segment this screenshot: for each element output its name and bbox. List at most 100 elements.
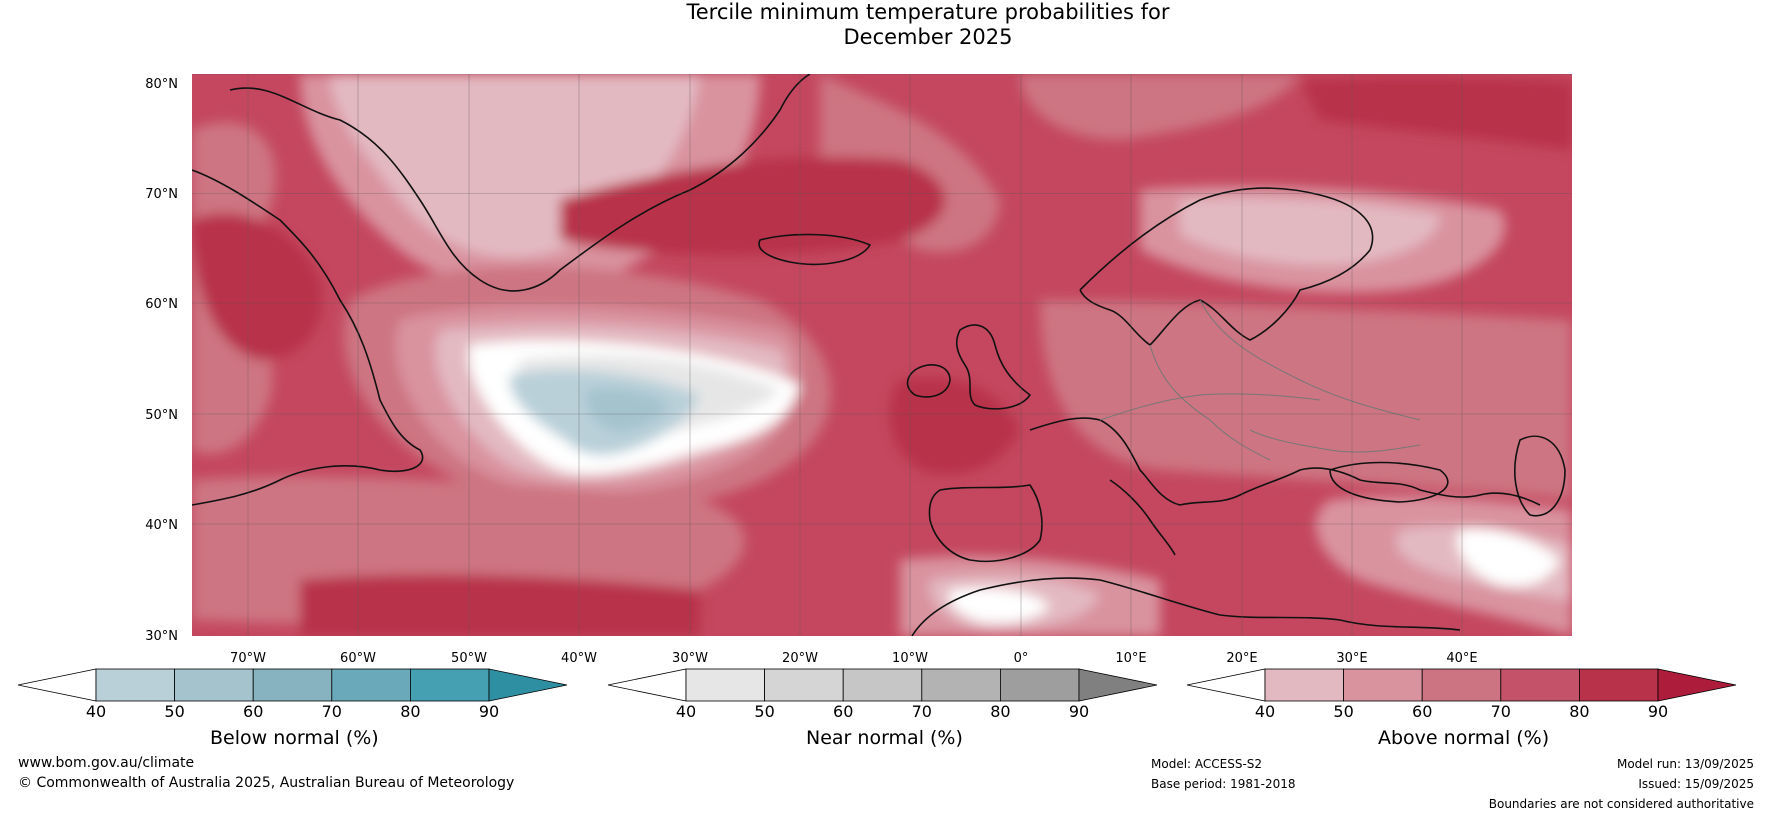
lon-label: 40°E: [1446, 651, 1477, 666]
base-period: Base period: 1981-2018: [1151, 777, 1296, 791]
colorbar-tick-label: 50: [754, 702, 774, 721]
lat-label: 30°N: [145, 629, 178, 644]
coastline-africa: [911, 577, 1461, 636]
border: [1199, 299, 1421, 421]
colorbar-tick-label: 60: [833, 702, 853, 721]
field-zone: [192, 213, 322, 360]
longitude-labels: 70°W 60°W 50°W 40°W 30°W 20°W 10°W 0° 10…: [230, 651, 1478, 666]
website-link[interactable]: www.bom.gov.au/climate: [18, 755, 195, 771]
model-run-date: Model run: 13/09/2025: [1616, 757, 1754, 771]
colorbar-tick-label: 80: [1569, 702, 1589, 721]
colorbar-tick-label: 90: [1648, 702, 1668, 721]
model-name: Model: ACCESS-S2: [1151, 757, 1263, 771]
graticule: [192, 74, 1572, 636]
colorbar-segment: [1343, 668, 1423, 702]
map-title: Tercile minimum temperature probabilitie…: [0, 0, 1770, 50]
coastline-caspian: [1514, 435, 1566, 517]
coastline-iberia: [928, 484, 1043, 563]
colorbar-tick-label: 80: [400, 702, 420, 721]
colorbar: 40 50 60 70 80 90: [607, 668, 1158, 721]
colorbar-tick-label: 40: [86, 702, 106, 721]
title-line-2: December 2025: [843, 25, 1013, 49]
lon-label: 30°E: [1336, 651, 1367, 666]
field-zone: [300, 574, 700, 636]
lon-label: 20°E: [1226, 651, 1257, 666]
colorbar-segment: [409, 668, 490, 702]
colorbars: 40 50 60 70 80 90 40 50 60 70 80 90 40 50 60 70 80 90: [17, 668, 1737, 721]
coastline-britain: [955, 324, 1031, 410]
coastlines: [192, 74, 1566, 636]
lat-label: 40°N: [145, 518, 178, 533]
colorbar-segment: [331, 668, 411, 702]
coastline-scandinavia: [1079, 187, 1374, 346]
issued-date: Issued: 15/09/2025: [1638, 777, 1754, 791]
colorbar-segment: [174, 668, 254, 702]
lat-label: 60°N: [145, 297, 178, 312]
boundary-disclaimer: Boundaries are not considered authoritat…: [1488, 797, 1754, 811]
field-zone: [889, 377, 1020, 474]
lon-label: 10°W: [892, 651, 928, 666]
colorbar-segment: [1579, 668, 1659, 702]
colorbar-segment: [1264, 668, 1344, 702]
field-zone: [1040, 300, 1572, 500]
lat-label: 50°N: [145, 408, 178, 423]
lon-label: 70°W: [230, 651, 266, 666]
colorbar-segment: [1000, 668, 1080, 702]
colorbar-extend-low: [607, 668, 687, 702]
field-zone: [1457, 528, 1560, 587]
colorbar: 40 50 60 70 80 90: [17, 668, 568, 721]
colorbar-extend-high: [1657, 668, 1737, 702]
colorbar-tick-label: 50: [164, 702, 184, 721]
colorbar-extend-low: [1186, 668, 1266, 702]
colorbar-tick-label: 70: [322, 702, 342, 721]
lat-label: 70°N: [145, 187, 178, 202]
colorbar-tick-label: 70: [1491, 702, 1511, 721]
colorbar-tick-label: 40: [1255, 702, 1275, 721]
colorbar-segment: [685, 668, 765, 702]
title-line-1: Tercile minimum temperature probabilitie…: [686, 0, 1170, 24]
country-borders: [1099, 299, 1421, 461]
colorbar-tick-label: 40: [676, 702, 696, 721]
field-zone: [949, 588, 1050, 623]
lon-label: 10°E: [1115, 651, 1146, 666]
coastline-ireland: [906, 364, 951, 398]
border: [1149, 344, 1271, 461]
colorbar-label-near: Near normal (%): [806, 727, 963, 749]
field-zone: [1180, 198, 1440, 266]
lon-label: 20°W: [782, 651, 818, 666]
lon-label: 60°W: [340, 651, 376, 666]
latitude-labels: 80°N 70°N 60°N 50°N 40°N 30°N: [145, 77, 178, 644]
coastline-greenland: [229, 74, 811, 292]
coastline-italy: [1109, 479, 1176, 556]
field-zone: [1020, 74, 1300, 140]
field-zone: [1300, 77, 1572, 150]
colorbar: 40 50 60 70 80 90: [1186, 668, 1737, 721]
lon-label: 30°W: [672, 651, 708, 666]
colorbar-segment: [764, 668, 844, 702]
coastline-blacksea: [1329, 461, 1449, 503]
colorbar-tick-label: 70: [912, 702, 932, 721]
colorbar-label-above: Above normal (%): [1378, 727, 1550, 749]
colorbar-segment: [921, 668, 1001, 702]
lat-label: 80°N: [145, 77, 178, 92]
colorbar-tick-label: 80: [990, 702, 1010, 721]
field-zone: [585, 388, 670, 432]
border: [1249, 429, 1421, 453]
colorbar-tick-label: 50: [1333, 702, 1353, 721]
colorbar-tick-label: 60: [243, 702, 263, 721]
colorbar-tick-label: 90: [1069, 702, 1089, 721]
field-zone: [560, 157, 945, 255]
colorbar-segment: [1421, 668, 1502, 702]
colorbar-segment: [252, 668, 333, 702]
lon-label: 0°: [1014, 651, 1029, 666]
colorbar-extend-low: [17, 668, 97, 702]
coastline-canada: [192, 169, 424, 506]
colorbar-tick-label: 90: [479, 702, 499, 721]
lon-label: 40°W: [561, 651, 597, 666]
colorbar-segment: [842, 668, 923, 702]
border: [1099, 393, 1321, 421]
coastline-iceland: [758, 233, 871, 265]
colorbar-tick-label: 60: [1412, 702, 1432, 721]
colorbar-extend-high: [1078, 668, 1158, 702]
